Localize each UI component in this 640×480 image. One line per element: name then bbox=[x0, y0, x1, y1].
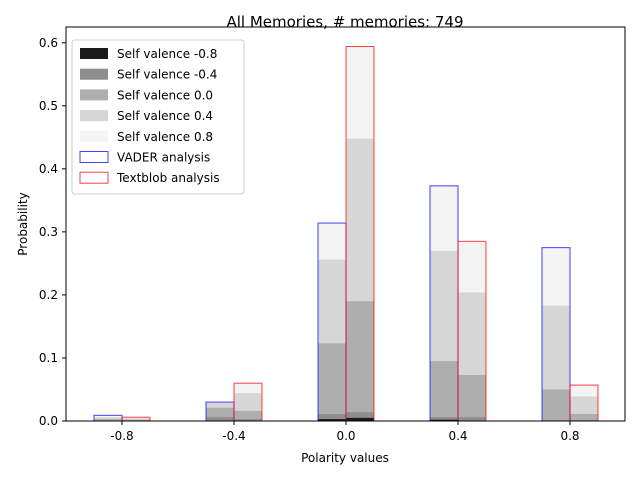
bar-textblob-valence-2-4 bbox=[570, 414, 598, 421]
legend-label: Self valence -0.4 bbox=[117, 68, 217, 82]
legend-label: Self valence 0.0 bbox=[117, 88, 213, 102]
bar-textblob-valence-2-1 bbox=[234, 410, 262, 421]
y-axis-label: Probability bbox=[16, 192, 30, 255]
legend-label: Self valence -0.8 bbox=[117, 47, 217, 61]
legend-label: Self valence 0.4 bbox=[117, 109, 213, 123]
legend-swatch bbox=[80, 68, 108, 80]
legend-swatch bbox=[80, 130, 108, 142]
legend-label: Self valence 0.8 bbox=[117, 130, 213, 144]
x-axis-label: Polarity values bbox=[301, 451, 389, 465]
bar-vader-valence-1-2 bbox=[318, 414, 346, 421]
bar-vader-valence-2-4 bbox=[542, 389, 570, 421]
bar-vader-valence-2-2 bbox=[318, 343, 346, 421]
x-tick-label: 0.4 bbox=[448, 429, 467, 443]
bars bbox=[94, 46, 598, 422]
y-tick-label: 0.6 bbox=[39, 36, 58, 50]
y-axis: 0.0 0.1 0.2 0.3 0.4 0.5 0.6 bbox=[39, 36, 66, 428]
x-tick-label: -0.8 bbox=[110, 429, 133, 443]
x-tick-label: -0.4 bbox=[222, 429, 245, 443]
chart-title: All Memories, # memories: 749 bbox=[226, 13, 463, 31]
bar-vader-valence-0-3 bbox=[430, 419, 458, 421]
bar-textblob-valence-2-2 bbox=[346, 301, 374, 421]
legend-swatch bbox=[80, 110, 108, 122]
x-tick-label: 0.8 bbox=[560, 429, 579, 443]
y-tick-label: 0.2 bbox=[39, 288, 58, 302]
bar-vader-valence-2-3 bbox=[430, 361, 458, 421]
legend-swatch bbox=[80, 48, 108, 59]
bar-textblob-valence-1-2 bbox=[346, 412, 374, 421]
bar-textblob-valence-1-3 bbox=[458, 417, 486, 421]
y-tick-label: 0.4 bbox=[39, 162, 58, 176]
y-tick-label: 0.1 bbox=[39, 351, 58, 365]
x-axis: -0.8 -0.4 0.0 0.4 0.8 bbox=[110, 421, 580, 443]
legend-swatch bbox=[80, 89, 108, 101]
legend-frame bbox=[71, 39, 245, 195]
legend-label: VADER analysis bbox=[117, 151, 210, 165]
plot-frame bbox=[65, 26, 626, 422]
bar-vader-valence-0-2 bbox=[318, 419, 346, 421]
bar-textblob-valence-2-0 bbox=[122, 419, 150, 421]
y-tick-label: 0.5 bbox=[39, 99, 58, 113]
legend-label: Textblob analysis bbox=[116, 171, 220, 185]
x-tick-label: 0.0 bbox=[336, 429, 355, 443]
bar-vader-valence-1-1 bbox=[206, 417, 234, 421]
legend-swatch bbox=[79, 151, 109, 163]
y-tick-label: 0.0 bbox=[39, 414, 58, 428]
legend-swatch bbox=[79, 171, 109, 184]
bar-textblob-valence-1-1 bbox=[234, 419, 262, 421]
bar-vader-valence-1-3 bbox=[430, 417, 458, 421]
bar-textblob-valence-2-3 bbox=[458, 374, 486, 421]
y-tick-label: 0.3 bbox=[39, 225, 58, 239]
bar-vader-valence-2-0 bbox=[94, 419, 122, 421]
legend: Self valence -0.8 Self valence -0.4 Self v… bbox=[71, 39, 245, 195]
bar-textblob-valence-0-2 bbox=[346, 417, 374, 421]
